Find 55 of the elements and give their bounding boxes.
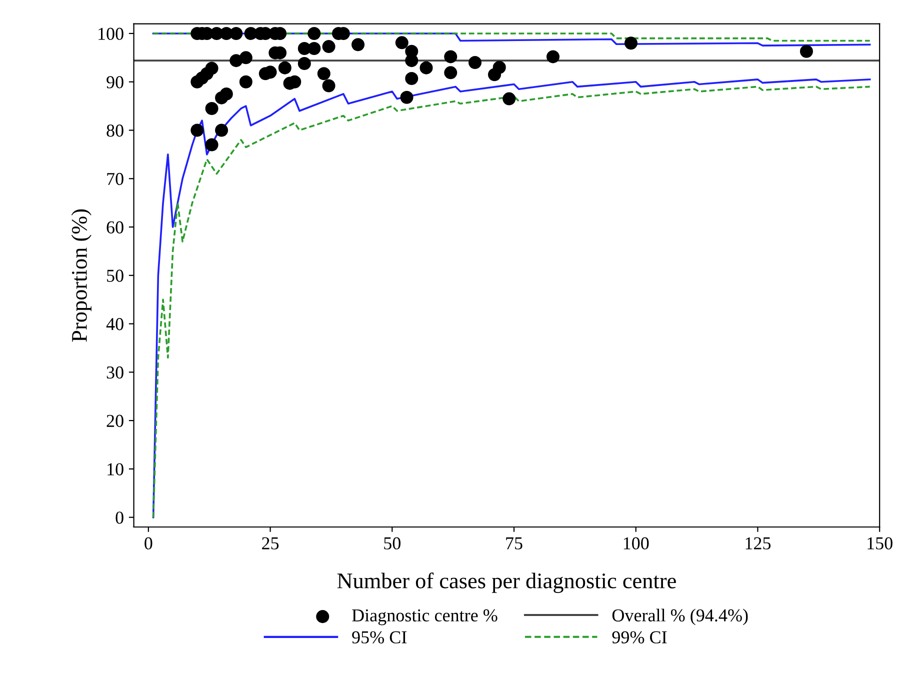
- point: [800, 44, 813, 58]
- point: [405, 72, 418, 85]
- point: [444, 66, 458, 80]
- point: [239, 51, 252, 64]
- y-tick-label: 50: [107, 270, 124, 282]
- point: [405, 54, 418, 68]
- point: [205, 102, 218, 115]
- x-tick-label: 100: [624, 537, 649, 550]
- point: [308, 42, 321, 55]
- point: [278, 61, 292, 74]
- point: [239, 75, 252, 88]
- y-tick-label: 40: [106, 318, 124, 330]
- y-tick-label: 20: [106, 414, 124, 427]
- legend-label: 95% CI: [352, 631, 407, 644]
- x-tick-label: 75: [506, 537, 522, 550]
- point: [190, 124, 204, 137]
- point: [220, 87, 233, 100]
- point: [624, 36, 638, 50]
- point: [492, 60, 506, 74]
- point: [444, 50, 458, 64]
- y-tick-label: 70: [107, 172, 124, 186]
- line-series: [152, 32, 871, 46]
- x-tick-label: 25: [262, 537, 279, 550]
- x-tick-label: 0: [144, 537, 152, 550]
- x-tick-label: 50: [384, 537, 400, 550]
- point: [546, 50, 560, 64]
- point: [468, 56, 482, 70]
- y-tick-label: 100: [98, 28, 124, 40]
- y-tick-label: 30: [106, 366, 124, 379]
- point: [230, 26, 243, 40]
- legend-label: Diagnostic centre %: [352, 609, 498, 626]
- point: [352, 38, 365, 52]
- y-tick-label: 10: [108, 463, 124, 476]
- point: [205, 138, 218, 152]
- point: [322, 40, 336, 54]
- y-tick-label: 80: [106, 124, 124, 137]
- x-tick-label: 125: [746, 537, 771, 550]
- y-tick-label: 60: [106, 221, 124, 234]
- point: [395, 36, 408, 50]
- point: [317, 67, 330, 80]
- y-tick-label: 90: [106, 76, 124, 88]
- point: [215, 124, 228, 137]
- y-axis-title: Proportion (%): [71, 209, 92, 342]
- legend-label: 99% CI: [612, 631, 667, 644]
- point: [322, 79, 336, 92]
- x-axis-title: Number of cases per diagnostic centre: [337, 572, 676, 593]
- point: [400, 90, 414, 104]
- point: [298, 56, 311, 70]
- y-tick-label: 0: [116, 512, 124, 524]
- point: [502, 92, 516, 106]
- x-tick-label: 150: [868, 537, 892, 550]
- point: [205, 62, 218, 75]
- point: [308, 26, 321, 40]
- legend-label: Overall % (94.4%): [612, 608, 748, 626]
- point: [420, 61, 433, 74]
